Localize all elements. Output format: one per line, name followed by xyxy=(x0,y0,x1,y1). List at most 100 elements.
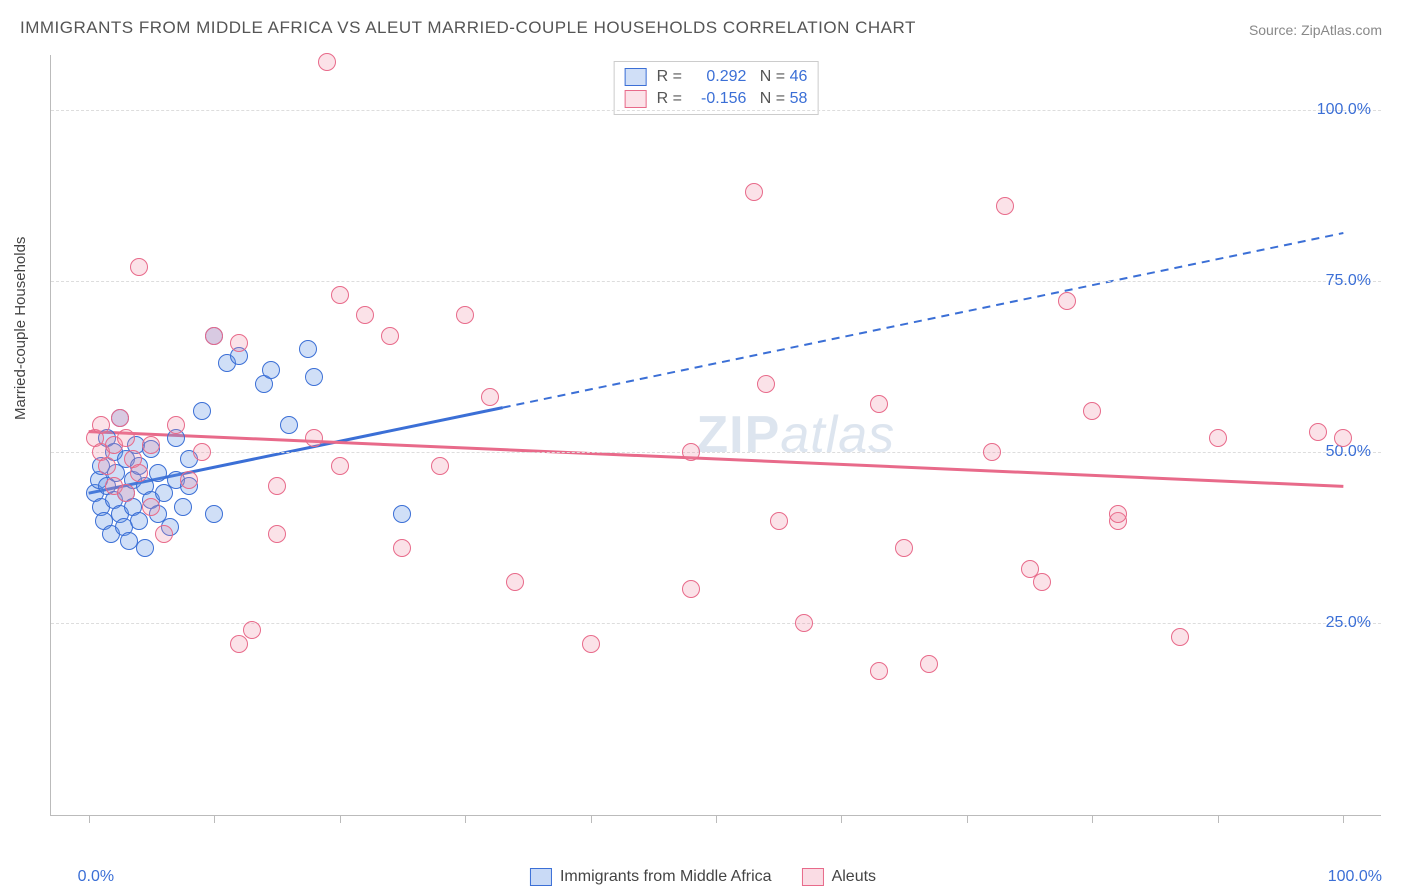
data-point xyxy=(193,402,211,420)
y-tick-label: 75.0% xyxy=(1326,272,1371,290)
y-tick-label: 100.0% xyxy=(1317,101,1371,119)
gridline xyxy=(51,281,1381,282)
data-point xyxy=(356,306,374,324)
legend-label: Immigrants from Middle Africa xyxy=(560,868,772,886)
x-tick xyxy=(1343,815,1344,823)
data-point xyxy=(268,525,286,543)
stats-text: R = 0.292 N = 46 xyxy=(657,66,808,88)
legend-item: Aleuts xyxy=(802,868,876,886)
data-point xyxy=(920,655,938,673)
x-tick xyxy=(1218,815,1219,823)
data-point xyxy=(305,429,323,447)
stats-legend: R = 0.292 N = 46R = -0.156 N = 58 xyxy=(614,61,819,115)
y-axis-label: Married-couple Households xyxy=(12,237,29,420)
source-credit: Source: ZipAtlas.com xyxy=(1249,22,1382,38)
gridline xyxy=(51,452,1381,453)
data-point xyxy=(180,471,198,489)
data-point xyxy=(381,327,399,345)
data-point xyxy=(136,539,154,557)
x-tick xyxy=(591,815,592,823)
data-point xyxy=(1109,505,1127,523)
data-point xyxy=(268,477,286,495)
data-point xyxy=(230,635,248,653)
data-point xyxy=(795,614,813,632)
stats-row: R = 0.292 N = 46 xyxy=(625,66,808,88)
data-point xyxy=(262,361,280,379)
data-point xyxy=(870,662,888,680)
x-tick xyxy=(967,815,968,823)
data-point xyxy=(92,416,110,434)
x-axis-max-label: 100.0% xyxy=(1328,868,1382,886)
data-point xyxy=(98,457,116,475)
data-point xyxy=(142,498,160,516)
data-point xyxy=(117,429,135,447)
stats-row: R = -0.156 N = 58 xyxy=(625,88,808,110)
data-point xyxy=(506,573,524,591)
data-point xyxy=(393,505,411,523)
data-point xyxy=(1058,292,1076,310)
data-point xyxy=(205,505,223,523)
watermark: ZIPatlas xyxy=(696,405,895,465)
data-point xyxy=(870,395,888,413)
data-point xyxy=(117,484,135,502)
data-point xyxy=(149,464,167,482)
data-point xyxy=(318,53,336,71)
data-point xyxy=(582,635,600,653)
data-point xyxy=(431,457,449,475)
x-tick xyxy=(841,815,842,823)
data-point xyxy=(193,443,211,461)
legend-item: Immigrants from Middle Africa xyxy=(530,868,772,886)
trend-lines xyxy=(51,55,1381,815)
data-point xyxy=(481,388,499,406)
x-tick xyxy=(465,815,466,823)
data-point xyxy=(393,539,411,557)
data-point xyxy=(299,340,317,358)
x-tick xyxy=(89,815,90,823)
gridline xyxy=(51,110,1381,111)
x-tick xyxy=(214,815,215,823)
data-point xyxy=(1033,573,1051,591)
legend-swatch xyxy=(625,68,647,86)
data-point xyxy=(682,443,700,461)
data-point xyxy=(1083,402,1101,420)
legend-swatch xyxy=(625,90,647,108)
data-point xyxy=(305,368,323,386)
data-point xyxy=(174,498,192,516)
data-point xyxy=(331,286,349,304)
x-tick xyxy=(716,815,717,823)
y-tick-label: 25.0% xyxy=(1326,614,1371,632)
chart-title: IMMIGRANTS FROM MIDDLE AFRICA VS ALEUT M… xyxy=(20,18,916,38)
data-point xyxy=(895,539,913,557)
x-tick xyxy=(1092,815,1093,823)
data-point xyxy=(745,183,763,201)
series-legend: Immigrants from Middle Africa Aleuts xyxy=(530,868,876,886)
data-point xyxy=(130,258,148,276)
data-point xyxy=(280,416,298,434)
data-point xyxy=(230,334,248,352)
data-point xyxy=(1209,429,1227,447)
data-point xyxy=(243,621,261,639)
scatter-plot: ZIPatlas R = 0.292 N = 46R = -0.156 N = … xyxy=(50,55,1381,816)
legend-label: Aleuts xyxy=(832,868,876,886)
data-point xyxy=(1309,423,1327,441)
stats-text: R = -0.156 N = 58 xyxy=(657,88,808,110)
x-tick xyxy=(340,815,341,823)
data-point xyxy=(142,436,160,454)
data-point xyxy=(757,375,775,393)
legend-swatch xyxy=(530,868,552,886)
data-point xyxy=(983,443,1001,461)
data-point xyxy=(1171,628,1189,646)
data-point xyxy=(130,512,148,530)
data-point xyxy=(155,525,173,543)
data-point xyxy=(1334,429,1352,447)
data-point xyxy=(205,327,223,345)
data-point xyxy=(996,197,1014,215)
data-point xyxy=(120,532,138,550)
data-point xyxy=(682,580,700,598)
data-point xyxy=(331,457,349,475)
data-point xyxy=(456,306,474,324)
legend-swatch xyxy=(802,868,824,886)
data-point xyxy=(770,512,788,530)
x-axis-min-label: 0.0% xyxy=(78,868,114,886)
data-point xyxy=(130,464,148,482)
